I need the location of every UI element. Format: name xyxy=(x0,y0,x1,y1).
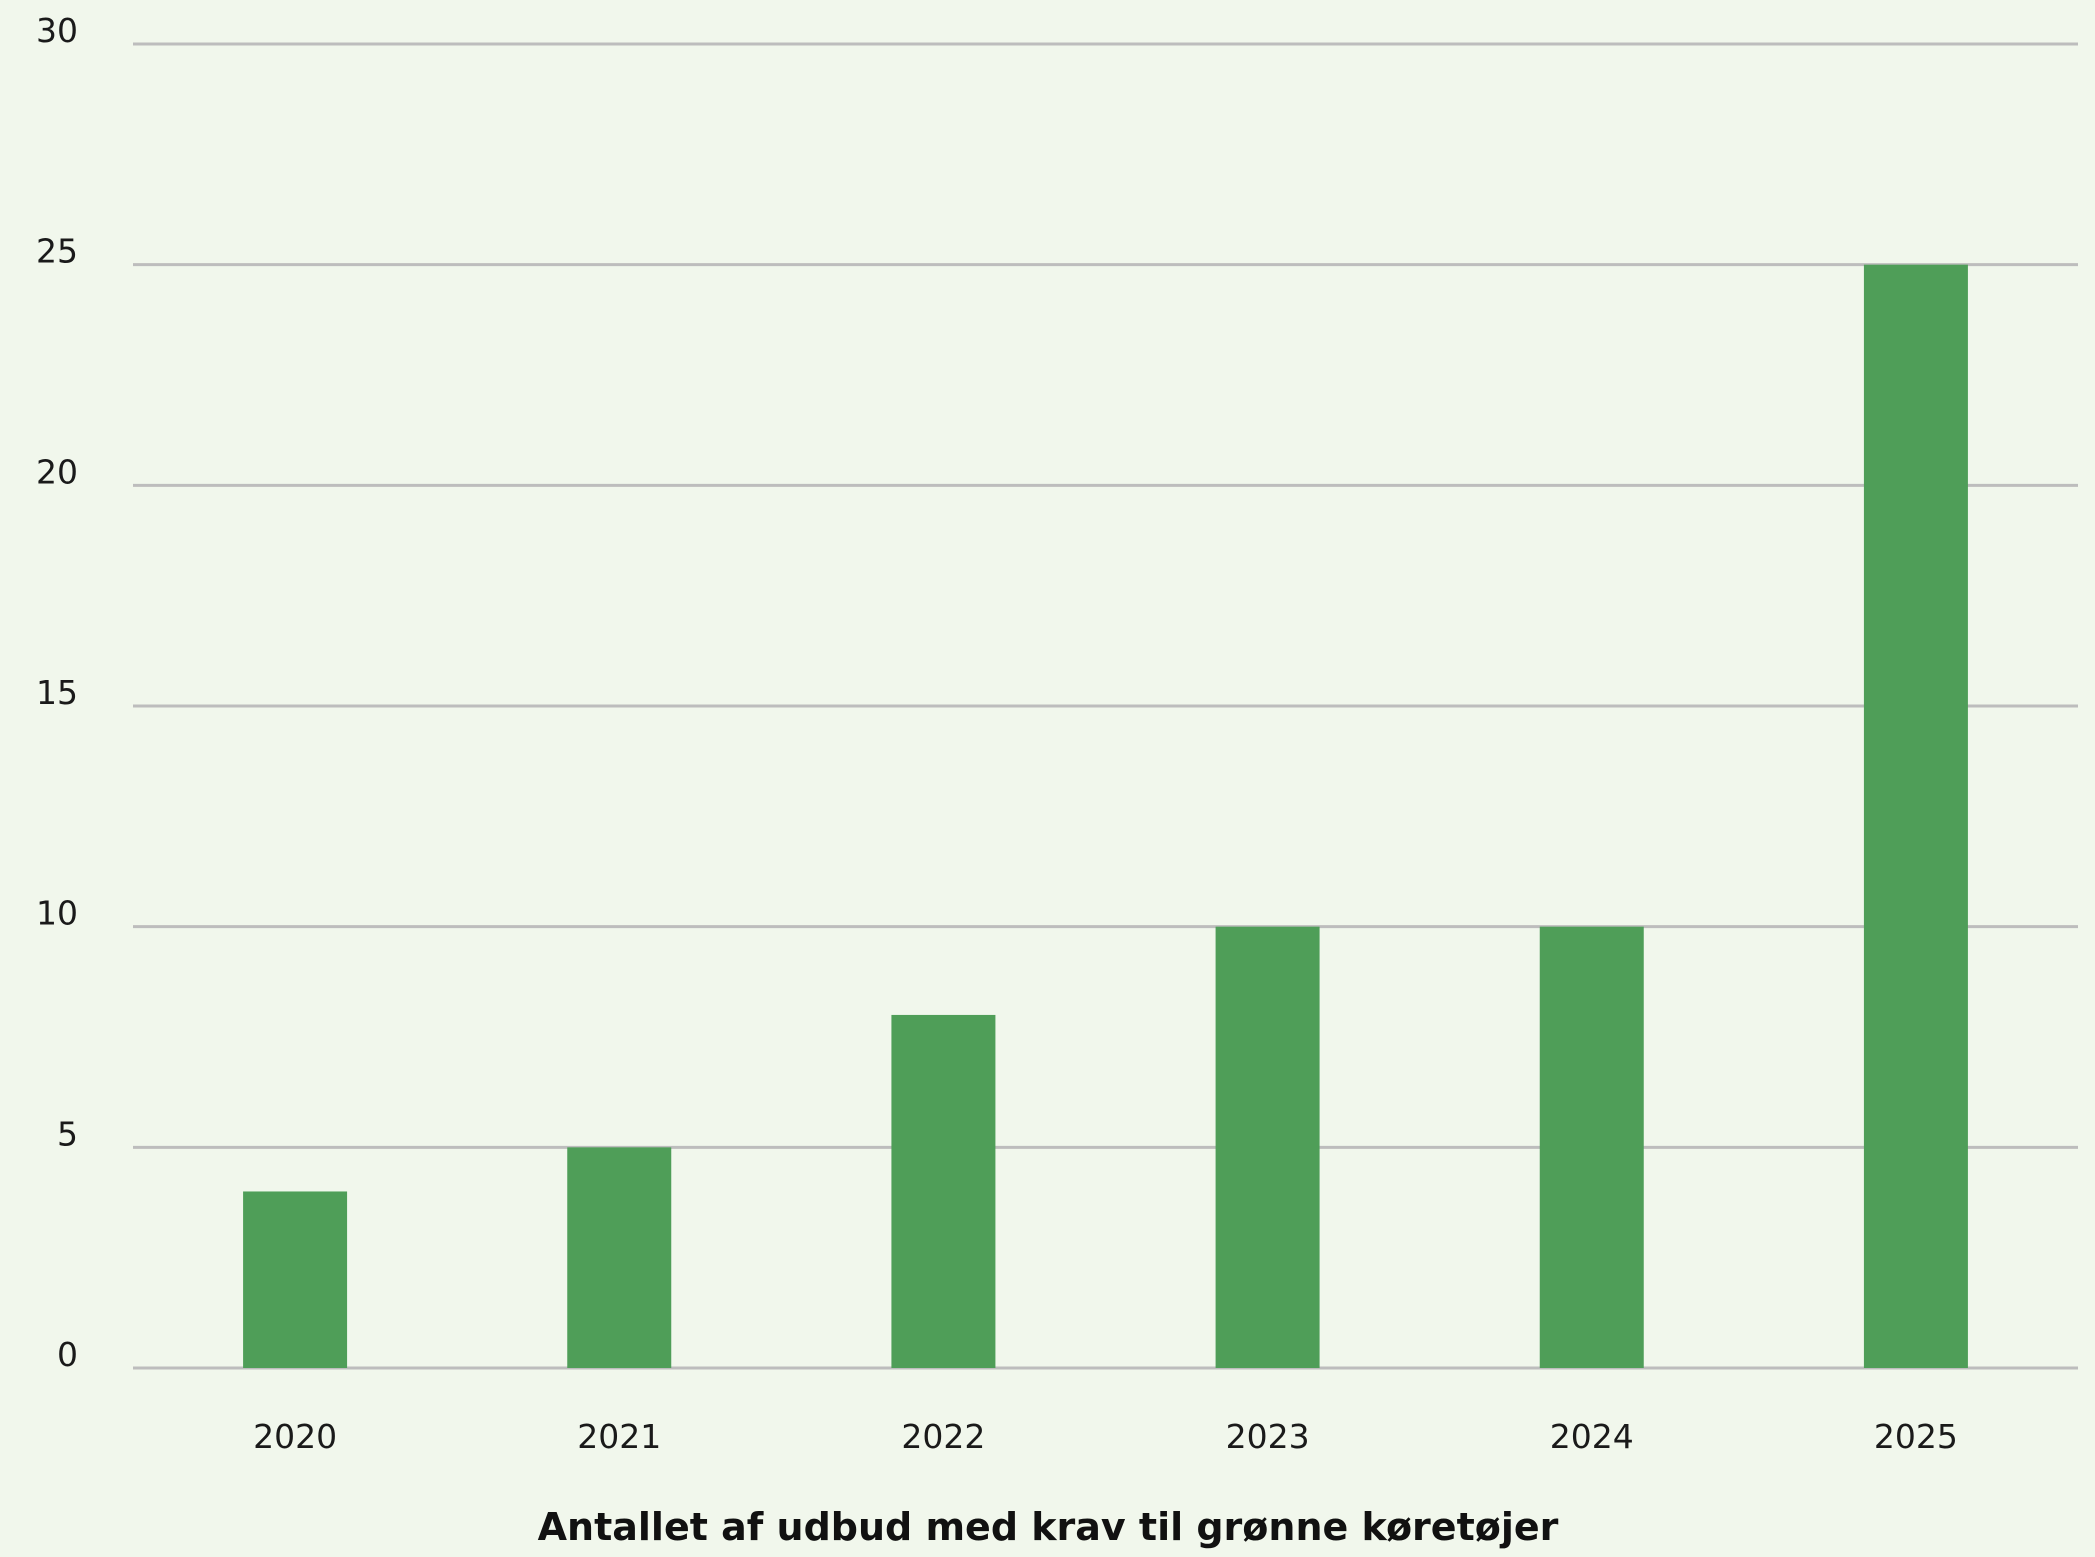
bar-2022 xyxy=(891,1014,996,1368)
bars xyxy=(243,264,1968,1369)
bar-2024 xyxy=(1539,926,1644,1368)
y-tick-label: 30 xyxy=(36,11,78,50)
y-tick-label: 0 xyxy=(57,1335,78,1374)
y-axis-ticks: 0 5 10 15 20 25 30 xyxy=(36,11,78,1374)
x-tick-label-2021: 2021 xyxy=(577,1417,661,1456)
x-axis-ticks: 2020 2021 2022 2023 2024 2025 xyxy=(253,1417,1958,1456)
y-tick-label: 20 xyxy=(36,452,78,491)
x-tick-label-2022: 2022 xyxy=(901,1417,985,1456)
y-tick-label: 25 xyxy=(36,232,78,271)
bar-2025 xyxy=(1863,264,1968,1369)
gridlines xyxy=(133,42,2078,1370)
y-tick-label: 5 xyxy=(57,1114,78,1153)
y-tick-label: 15 xyxy=(36,673,78,712)
bar-2020 xyxy=(243,1191,348,1368)
x-tick-label-2020: 2020 xyxy=(253,1417,337,1456)
y-tick-label: 10 xyxy=(36,894,78,933)
x-axis-title: Antallet af udbud med krav til grønne kø… xyxy=(538,1505,1559,1549)
bar-2021 xyxy=(567,1147,672,1368)
x-tick-label-2023: 2023 xyxy=(1226,1417,1310,1456)
x-tick-label-2025: 2025 xyxy=(1874,1417,1958,1456)
x-tick-label-2024: 2024 xyxy=(1550,1417,1634,1456)
bar-2023 xyxy=(1215,926,1320,1368)
